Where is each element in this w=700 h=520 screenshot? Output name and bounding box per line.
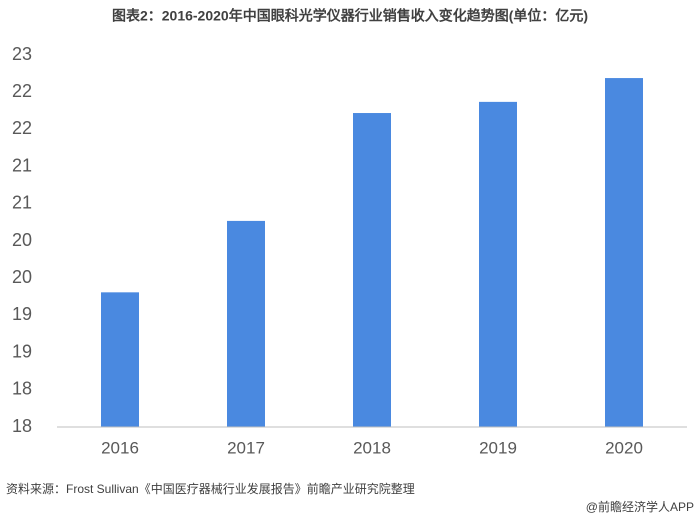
y-tick-label: 22 (12, 81, 32, 101)
bar (101, 292, 139, 427)
source: 资料来源：Frost Sullivan《中国医疗器械行业发展报告》前瞻产业研究院… (6, 481, 415, 496)
y-tick-label: 19 (12, 304, 32, 324)
x-tick-label: 2016 (101, 438, 139, 457)
x-tick-label: 2017 (227, 438, 265, 457)
bar (227, 220, 265, 427)
y-tick-label: 20 (12, 267, 32, 287)
x-tick-label: 2018 (353, 438, 391, 457)
chart-title: 图表2：2016-2020年中国眼科光学仪器行业销售收入变化趋势图(单位：亿元) (112, 8, 588, 24)
bar (353, 113, 391, 428)
y-tick-label: 19 (12, 341, 32, 361)
x-tick-label: 2019 (479, 438, 517, 457)
y-tick-label: 21 (12, 155, 32, 175)
y-tick-label: 18 (12, 416, 32, 436)
credit: @前瞻经济学人APP (586, 499, 694, 514)
y-tick-label: 20 (12, 230, 32, 250)
y-tick-label: 22 (12, 118, 32, 138)
y-tick-label: 23 (12, 44, 32, 64)
y-tick-label: 18 (12, 379, 32, 399)
bar (605, 78, 643, 428)
y-tick-label: 21 (12, 193, 32, 213)
x-tick-label: 2020 (605, 438, 643, 457)
bar (479, 101, 517, 427)
